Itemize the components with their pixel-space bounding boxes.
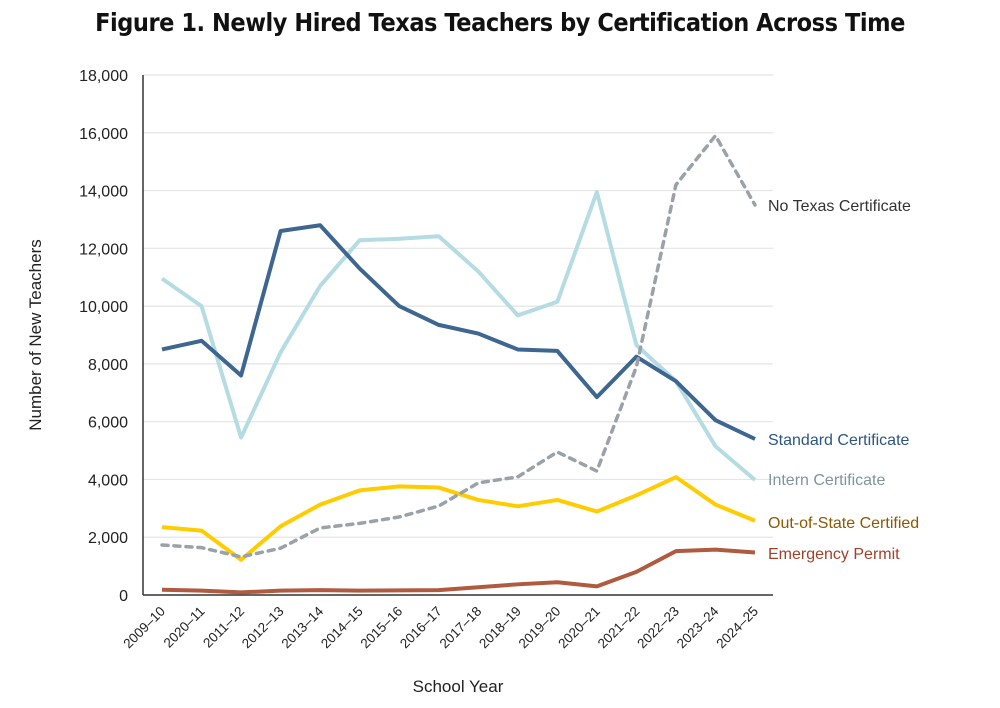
x-tick-label: 2018–19 — [476, 604, 524, 652]
series-line-intern-certificate — [160, 190, 757, 482]
y-tick-label: 16,000 — [79, 126, 128, 143]
x-tick-label: 2023–24 — [674, 603, 722, 651]
series-line-no-texas-certificate — [160, 133, 757, 559]
x-tick-label: 2011–12 — [200, 604, 247, 651]
series-label: Emergency Permit — [768, 546, 900, 563]
y-axis-label: Number of New Teachers — [26, 239, 45, 431]
chart-title: Figure 1. Newly Hired Texas Teachers by … — [95, 8, 905, 37]
x-tick-label: 2017–18 — [437, 604, 485, 652]
y-tick-label: 4,000 — [88, 472, 128, 489]
x-tick-label: 2020–21 — [555, 604, 603, 652]
series-line-out-of-state-certified — [161, 475, 756, 562]
y-tick-label: 10,000 — [79, 299, 128, 316]
x-tick-label: 2020–11 — [161, 604, 208, 651]
y-tick-label: 12,000 — [79, 241, 128, 258]
y-tick-label: 6,000 — [88, 415, 128, 432]
x-tick-label: 2019–20 — [516, 604, 564, 652]
y-tick-label: 18,000 — [79, 68, 128, 85]
y-tick-label: 2,000 — [88, 530, 128, 547]
series-label: Intern Certificate — [768, 472, 885, 489]
series-label: Standard Certificate — [768, 432, 910, 449]
series-label: No Texas Certificate — [768, 198, 911, 215]
x-tick-label: 2009–10 — [120, 604, 168, 652]
x-tick-label: 2015–16 — [358, 604, 406, 652]
y-tick-label: 0 — [119, 588, 128, 605]
x-tick-label: 2013–14 — [278, 603, 326, 651]
x-tick-label: 2024–25 — [713, 604, 761, 652]
x-tick-label: 2022–23 — [634, 604, 682, 652]
x-axis-label: School Year — [413, 677, 504, 696]
x-tick-label: 2014–15 — [318, 604, 366, 652]
y-tick-label: 8,000 — [88, 357, 128, 374]
y-tick-label: 14,000 — [79, 184, 128, 201]
x-tick-label: 2012–13 — [239, 604, 287, 652]
series-label: Out-of-State Certified — [768, 515, 919, 532]
x-tick-label: 2016–17 — [397, 604, 445, 652]
series-line-emergency-permit — [161, 547, 756, 595]
x-tick-label: 2021–22 — [595, 604, 643, 652]
series-line-standard-certificate — [161, 223, 756, 441]
